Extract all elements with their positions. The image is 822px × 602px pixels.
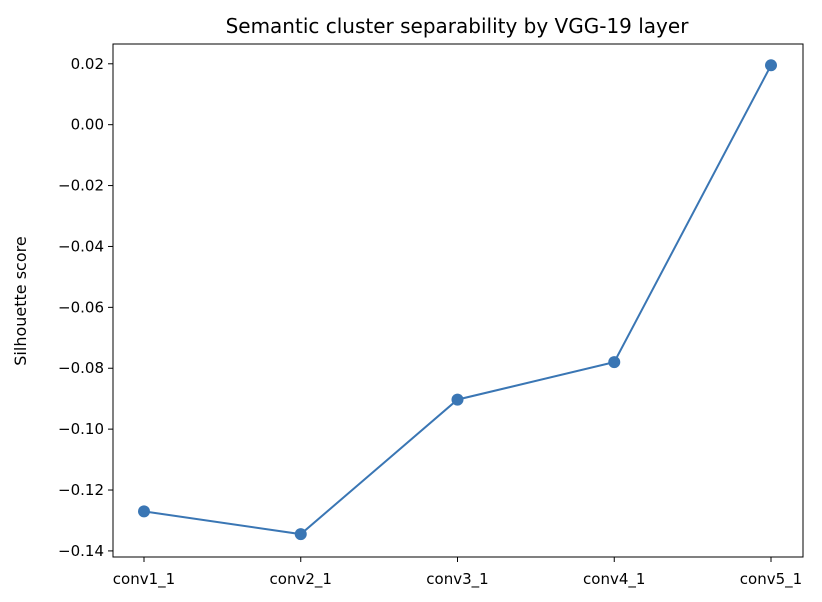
x-tick-label: conv4_1 [583,570,645,589]
y-tick-label: −0.12 [58,481,104,499]
data-point [138,505,150,518]
data-point [451,393,464,406]
x-tick-label: conv3_1 [426,570,488,589]
plot-area: 0.02 0.00 −0.02 −0.04 −0.06 −0.08 −0.10 −0.12 −0… [58,43,804,589]
plot-frame [112,43,804,558]
y-tick-label: 0.00 [71,116,104,134]
y-tick-label: −0.04 [58,237,104,255]
y-tick-label: −0.14 [58,542,104,560]
y-axis-label: Silhouette score [11,236,30,365]
y-tick-label: 0.02 [71,55,104,73]
data-point [608,356,621,369]
y-tick-label: −0.02 [58,177,104,195]
y-tick-label: −0.08 [58,359,104,377]
data-point [765,59,777,72]
y-tick-label: −0.06 [58,298,104,316]
series-line [143,64,772,536]
x-tick-label: conv1_1 [113,570,175,589]
y-tick-label: −0.10 [58,420,104,438]
chart-title: Semantic cluster separability by VGG-19 … [226,14,690,38]
x-tick-label: conv5_1 [740,570,802,589]
data-point [294,528,307,541]
x-tick-label: conv2_1 [270,570,332,589]
